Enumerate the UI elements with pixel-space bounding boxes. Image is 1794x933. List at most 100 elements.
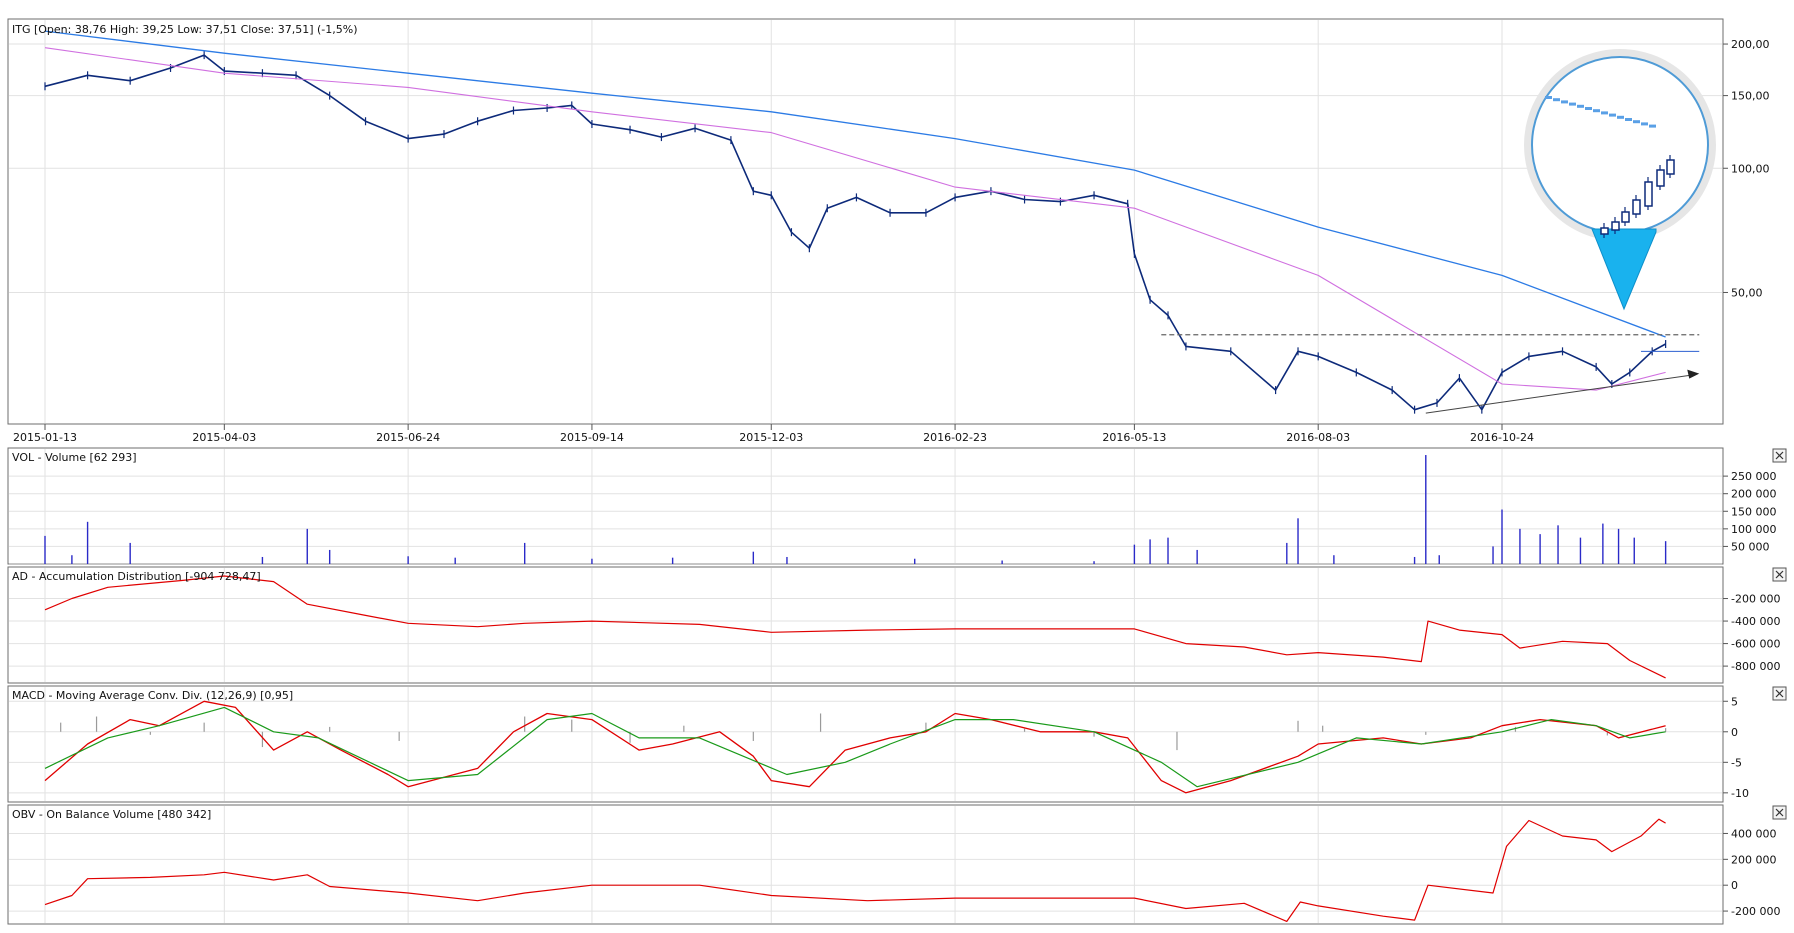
y-tick-label: 100 000 (1731, 523, 1777, 536)
magnified-ma-segment (1553, 98, 1560, 102)
magnifier-pointer (1591, 228, 1657, 311)
y-tick-label: 200,00 (1731, 38, 1770, 51)
magnified-candle-body (1621, 211, 1630, 223)
magnifier-lens (1531, 56, 1709, 234)
price-title: ITG [Open: 38,76 High: 39,25 Low: 37,51 … (12, 23, 358, 36)
y-tick-label: -200 000 (1731, 593, 1780, 606)
y-tick-label: -800 000 (1731, 660, 1780, 673)
ad-y-axis: -200 000 -400 000 -600 000 -800 000 (1723, 593, 1780, 673)
moving-average-long-line (44, 30, 1666, 338)
magnified-candle-body (1656, 169, 1665, 187)
close-icon (1775, 808, 1784, 817)
x-tick-label: 2016-05-13 (1102, 431, 1166, 444)
y-tick-label: -10 (1731, 787, 1749, 800)
ad-grid (9, 568, 1722, 682)
macd-pane: 5 0 -5 -10 MACD - Moving Average Conv. Div.… (7, 685, 1787, 803)
volume-pane-frame (7, 447, 1724, 565)
magnified-ma-segment (1545, 96, 1552, 99)
x-tick-label: 2016-08-03 (1286, 431, 1350, 444)
volume-pane: 250 000 200 000 150 000 100 000 50 000 VOL -… (7, 447, 1787, 565)
volume-y-axis: 250 000 200 000 150 000 100 000 50 000 (1723, 470, 1777, 553)
x-tick-label: 2015-01-13 (13, 431, 77, 444)
price-x-axis: 2015-01-13 2015-04-03 2015-06-24 2015-09-14… (13, 424, 1534, 444)
magnified-candle-body (1644, 181, 1653, 207)
magnified-ma-segment (1641, 122, 1648, 126)
volume-title: VOL - Volume [62 293] (12, 451, 137, 464)
y-tick-label: 5 (1731, 695, 1738, 708)
magnified-ma-segment (1649, 124, 1656, 128)
price-y-axis: 200,00 150,00 100,00 50,00 (1723, 38, 1770, 299)
y-tick-label: 150 000 (1731, 505, 1777, 518)
magnified-ma-segment (1601, 111, 1608, 115)
ad-line (44, 575, 1666, 679)
obv-pane-frame (7, 804, 1724, 925)
magnified-candle-body (1666, 159, 1675, 175)
support-arrow-head (1687, 369, 1700, 379)
price-annotations (1161, 334, 1700, 414)
close-icon (1775, 451, 1784, 460)
support-trend-line (1425, 374, 1692, 414)
magnified-ma-segment (1625, 118, 1632, 121)
x-tick-label: 2015-04-03 (192, 431, 256, 444)
obv-grid (9, 806, 1722, 923)
x-tick-label: 2016-10-24 (1470, 431, 1534, 444)
macd-signal-line (44, 706, 1666, 788)
volume-close-button[interactable] (1772, 448, 1787, 463)
obv-pane: 400 000 200 000 0 -200 000 OBV - On Balance… (7, 804, 1787, 925)
y-tick-label: 250 000 (1731, 470, 1777, 483)
magnifier-detail (1545, 96, 1675, 238)
magnified-candle-body (1600, 227, 1609, 235)
macd-y-axis: 5 0 -5 -10 (1723, 695, 1749, 800)
ad-pane-frame (7, 566, 1724, 684)
y-tick-label: -400 000 (1731, 615, 1780, 628)
obv-close-button[interactable] (1772, 805, 1787, 820)
y-tick-label: -5 (1731, 756, 1742, 769)
y-tick-label: 0 (1731, 726, 1738, 739)
price-pane-frame (7, 18, 1724, 425)
magnified-candle-body (1611, 221, 1620, 231)
magnified-ma-segment (1585, 107, 1592, 110)
x-tick-label: 2015-09-14 (560, 431, 624, 444)
y-tick-label: 0 (1731, 879, 1738, 892)
close-icon (1775, 689, 1784, 698)
y-tick-label: 400 000 (1731, 827, 1777, 840)
y-tick-label: 200 000 (1731, 488, 1777, 501)
magnified-ma-segment (1617, 115, 1624, 119)
ad-close-button[interactable] (1772, 567, 1787, 582)
ad-title: AD - Accumulation Distribution [-904 728… (12, 570, 261, 583)
obv-line (44, 818, 1666, 923)
y-tick-label: 50 000 (1731, 540, 1770, 553)
y-tick-label: -200 000 (1731, 905, 1780, 918)
macd-title: MACD - Moving Average Conv. Div. (12,26,… (12, 689, 293, 702)
x-tick-label: 2015-12-03 (739, 431, 803, 444)
y-tick-label: 200 000 (1731, 853, 1777, 866)
macd-grid (9, 687, 1722, 801)
macd-close-button[interactable] (1772, 686, 1787, 701)
ad-series (44, 575, 1666, 679)
y-tick-label: 100,00 (1731, 162, 1770, 175)
magnified-ma-segment (1577, 104, 1584, 108)
magnifier-callout (1524, 49, 1716, 311)
magnified-ma-segment (1609, 113, 1616, 117)
x-tick-label: 2016-02-23 (923, 431, 987, 444)
obv-title: OBV - On Balance Volume [480 342] (12, 808, 211, 821)
y-tick-label: -600 000 (1731, 638, 1780, 651)
magnified-ma-segment (1561, 100, 1568, 104)
y-tick-label: 150,00 (1731, 90, 1770, 103)
x-tick-label: 2015-06-24 (376, 431, 440, 444)
ad-pane: -200 000 -400 000 -600 000 -800 000 AD - Ac… (7, 566, 1787, 684)
price-grid (9, 20, 1722, 423)
obv-y-axis: 400 000 200 000 0 -200 000 (1723, 827, 1780, 918)
macd-line (44, 700, 1666, 794)
close-icon (1775, 570, 1784, 579)
volume-grid (9, 449, 1722, 565)
y-tick-label: 50,00 (1731, 286, 1763, 299)
magnified-ma-segment (1633, 120, 1640, 124)
magnified-ma-segment (1569, 102, 1576, 106)
magnified-candle-body (1632, 199, 1641, 215)
price-series (44, 30, 1667, 414)
obv-series (44, 818, 1666, 923)
